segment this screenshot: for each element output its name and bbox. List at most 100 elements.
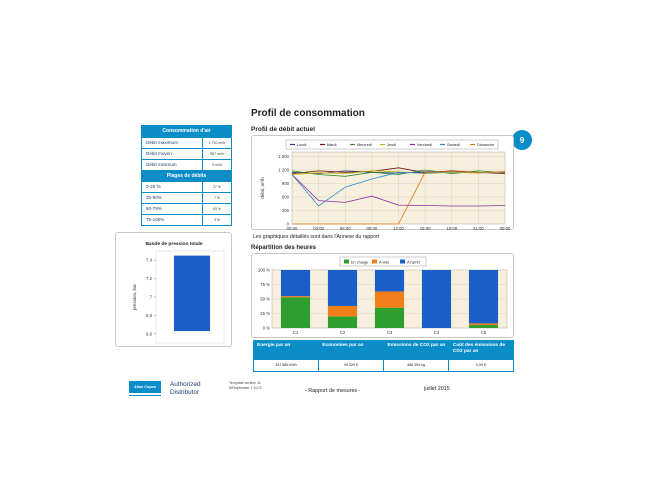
savings-header: Economies par an [322, 343, 364, 348]
bar-segment [468, 323, 499, 326]
authorized-label: Authorized [170, 381, 201, 388]
legend-label: Mardi [327, 143, 337, 147]
range-label: 0-25 % [142, 182, 203, 192]
y-tick-label: 0 % [263, 326, 271, 331]
legend-box [285, 139, 499, 150]
series-line [292, 170, 506, 225]
bar-segment [374, 307, 405, 328]
x-tick-label: 12:00 [393, 226, 404, 231]
table-row: 50-75% 63 % [142, 203, 231, 214]
y-tick-label: 25 % [260, 311, 270, 316]
atlas-copco-logo: Atlas Copco [129, 381, 161, 393]
line-legend: Lundi Mardi Mercredi Jeudi Vendredi Samedi Dim… [285, 139, 499, 150]
report-label: - Rapport de mesures - [305, 388, 361, 394]
bar-segment [327, 270, 358, 306]
y-tick-label: 6,6 [146, 331, 153, 336]
co2-emissions-header: Emissions de CO2 par an [387, 343, 446, 348]
series-line [291, 169, 506, 177]
range-label: 50-75% [142, 204, 203, 214]
pressure-band-chart: Bande de pression totale 6,6 6,8 7 7,2 7,4 pre… [132, 241, 225, 344]
legend-swatch [400, 259, 405, 264]
x-tick-label: 18:00 [446, 226, 457, 231]
pressure-band-bar [174, 255, 210, 332]
x-tick-label: C5 [481, 330, 487, 335]
legend-swatch [344, 259, 349, 264]
bar-segment [468, 325, 499, 328]
row-label: Débit minimum [142, 160, 203, 170]
y-tick-label: 1 500 [278, 154, 289, 159]
co2-cost-value: 0,00 € [476, 363, 486, 367]
range-label: 25-50% [142, 193, 203, 203]
co2-emissions-value: 486 354 kg [384, 360, 449, 371]
distributor-label: Distributor [170, 389, 200, 396]
report-date: juillet 2015 [424, 386, 450, 392]
legend-label: A vide [379, 260, 389, 264]
x-tick-label: C4 [434, 330, 440, 335]
x-tick-label: 03:00 [313, 226, 324, 231]
chart-title: Bande de pression totale [145, 241, 202, 247]
y-tick-label: 300 [282, 208, 290, 213]
x-tick-label: 15:00 [420, 226, 431, 231]
page-number-badge: 9 [512, 130, 532, 150]
x-tick-label: 06:00 [340, 226, 351, 231]
bar-segment [280, 296, 311, 298]
software-version: AIRoptimizer 1.5.0.5 [229, 386, 262, 390]
flow-profile-chart-panel: Lundi Mardi Mercredi Jeudi Vendredi Samedi Dim… [251, 135, 514, 231]
series-line [291, 174, 506, 207]
y-tick-label: 7,2 [146, 276, 153, 281]
table-row: 25-50% 7 % [142, 192, 231, 203]
flow-profile-chart: Lundi Mardi Mercredi Jeudi Vendredi Samedi Dim… [260, 139, 511, 231]
range-value: 3 % [214, 218, 220, 222]
legend-label: Vendredi [417, 143, 432, 147]
energy-value: 347 885 kWh [254, 360, 319, 371]
y-tick-label: 900 [282, 181, 290, 186]
co2-cost-header: Coût des émissions de CO2 par an [452, 343, 505, 354]
template-version: Template version 11 [229, 381, 261, 385]
savings-value: 99 329 € [319, 360, 384, 371]
air-consumption-header: Consommation d'air [142, 126, 231, 137]
bar-segment [280, 297, 311, 328]
legend-label: A l'arrêt [407, 260, 421, 264]
flow-profile-subtitle: Profil de débit actuel [251, 126, 315, 133]
range-label: 75-100% [142, 215, 203, 225]
y-tick-label: 7,4 [146, 258, 153, 263]
bar-segment [374, 270, 405, 292]
energy-cost-table: Energie par an Economies par an Emission… [253, 340, 514, 372]
y-axis-label: débit, m³/h [260, 177, 265, 199]
table-row: Débit moyen 987 m³/h [142, 148, 231, 159]
row-label: Débit maximum [142, 138, 203, 148]
series-line [291, 170, 506, 175]
legend-label: En charge [351, 260, 368, 264]
x-tick-label: 21:00 [473, 226, 484, 231]
range-value: 27 % [213, 185, 221, 189]
table-row: Débit minimum 0 m³/h [142, 159, 231, 170]
template-info: Template version 11 AIRoptimizer 1.5.0.5 [229, 381, 262, 391]
bar-segment [421, 270, 452, 328]
range-value: 7 % [214, 196, 220, 200]
legend-label: Samedi [447, 143, 460, 147]
y-axis-label: pression, bar [132, 283, 137, 310]
logo-underline [129, 395, 161, 396]
bar-segment [374, 291, 405, 308]
y-tick-label: 50 % [260, 297, 270, 302]
y-tick-label: 6,8 [146, 313, 153, 318]
hours-distribution-chart: En charge A vide A l'arrêt 0 % 25 % 50 % 75 % 1… [258, 256, 508, 335]
bar-legend: En charge A vide A l'arrêt [339, 256, 427, 267]
row-value: 0 m³/h [212, 163, 222, 167]
hours-distribution-title: Répartition des heures [251, 245, 317, 251]
legend-label: Mercredi [357, 143, 372, 147]
annex-note: Les graphiques détaillés sont dans l'Ann… [253, 234, 380, 240]
y-tick-label: 7 [150, 295, 153, 300]
legend-box [339, 256, 427, 267]
authorized-distributor: Authorized Distributor [170, 381, 201, 397]
y-tick-label: 1 200 [278, 168, 289, 173]
bar-segment [280, 270, 311, 297]
legend-label: Jeudi [387, 143, 396, 147]
cost-table-header: Energie par an Economies par an Emission… [253, 340, 514, 360]
row-value: 1 710 m³/h [208, 141, 226, 145]
legend-swatch [372, 259, 377, 264]
x-tick-label: C2 [340, 330, 346, 335]
y-tick-label: 75 % [260, 282, 270, 287]
table-row: Débit maximum 1 710 m³/h [142, 137, 231, 148]
table-row: 0-25 % 27 % [142, 181, 231, 192]
